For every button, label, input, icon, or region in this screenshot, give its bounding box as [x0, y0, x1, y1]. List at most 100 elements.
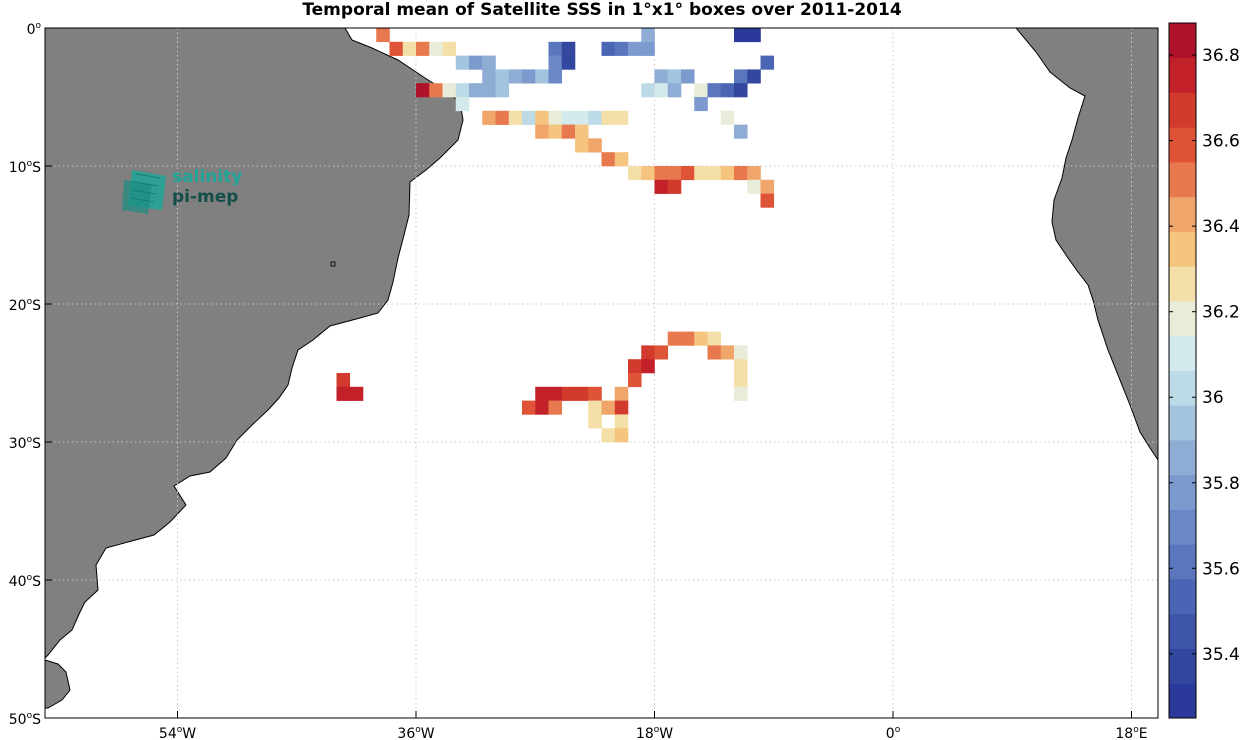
sss-cell — [720, 83, 735, 98]
colorbar-tick-label: 35.8 — [1202, 474, 1240, 494]
sss-cell — [707, 83, 722, 98]
sss-cell — [667, 331, 682, 346]
sss-cell — [614, 428, 629, 443]
map-frame — [44, 27, 1159, 719]
sss-cell — [734, 166, 748, 181]
y-tick-label: 0o — [27, 21, 42, 38]
colorbar: 35.4 35.6 35.8 36 36.2 36.4 36.6 36.8 — [1168, 22, 1240, 719]
sss-cell — [482, 83, 496, 98]
sss-cell — [455, 97, 470, 112]
sss-cell — [654, 166, 669, 181]
sss-cell — [548, 110, 563, 125]
sss-cell — [681, 331, 695, 346]
x-tick-label: 36oW — [397, 725, 434, 740]
gridlines — [45, 28, 1158, 718]
sss-cell — [575, 110, 589, 125]
sss-cell — [614, 41, 629, 56]
sss-cell — [601, 152, 616, 167]
sss-cell — [548, 386, 563, 401]
sss-cell — [641, 359, 655, 374]
sss-cell — [575, 138, 589, 153]
sss-cell — [760, 193, 775, 208]
sss-cell — [455, 55, 470, 70]
colorbar-segment — [1169, 92, 1196, 128]
sss-cell — [720, 345, 735, 360]
colorbar-tick-label: 36.6 — [1202, 132, 1240, 152]
pimep-logo: salinity pi-mep — [120, 166, 260, 216]
sss-cell — [747, 166, 761, 181]
colorbar-tick-label: 36.2 — [1202, 303, 1240, 323]
sss-cell — [641, 41, 655, 56]
colorbar-segment — [1169, 509, 1196, 545]
colorbar-tick-label: 35.6 — [1202, 559, 1240, 579]
colorbar-tick-label: 36.4 — [1202, 217, 1240, 237]
y-tick-label: 10oS — [9, 159, 41, 176]
sss-cell — [548, 41, 563, 56]
colorbar-segment — [1169, 231, 1196, 267]
colorbar-frame — [1168, 22, 1197, 719]
colorbar-tick-label: 35.4 — [1202, 645, 1240, 665]
colorbar-segment — [1169, 57, 1196, 93]
colorbar-tick-label: 36.8 — [1202, 46, 1240, 66]
sss-cell — [720, 110, 735, 125]
sss-cell — [482, 110, 496, 125]
sss-cell — [734, 345, 748, 360]
sss-cell — [601, 400, 616, 415]
sss-cell — [760, 179, 775, 194]
sss-cell — [455, 83, 470, 98]
salinity-logo-icon — [122, 170, 166, 214]
sss-cell — [734, 124, 748, 139]
sss-cell — [548, 55, 563, 70]
sss-cell — [628, 373, 642, 388]
sss-cell — [588, 386, 602, 401]
colorbar-segment — [1169, 613, 1196, 649]
sss-cell — [535, 386, 549, 401]
sss-cell — [482, 69, 496, 84]
colorbar-segment — [1169, 301, 1196, 337]
x-tick-label: 54oW — [159, 725, 196, 740]
sss-cell — [614, 414, 629, 429]
sss-cell — [601, 41, 616, 56]
sss-cell — [429, 83, 443, 98]
sss-cell — [667, 83, 682, 98]
sss-cell — [429, 41, 443, 56]
colorbar-segment — [1169, 23, 1196, 59]
sss-cells — [336, 28, 775, 443]
x-tick-label: 18oE — [1115, 725, 1147, 740]
sss-cell — [535, 69, 549, 84]
sss-cell — [535, 400, 549, 415]
sss-cell — [535, 124, 549, 139]
colorbar-segment — [1169, 370, 1196, 406]
sss-cell — [628, 166, 642, 181]
colorbar-segment — [1169, 266, 1196, 302]
sss-cell — [522, 400, 536, 415]
sss-cell — [614, 110, 629, 125]
sss-cell — [681, 69, 695, 84]
x-tick-label: 0o — [886, 725, 901, 740]
sss-cell — [734, 83, 748, 98]
sss-cell — [747, 179, 761, 194]
sss-cell — [734, 28, 748, 43]
colorbar-segment — [1169, 162, 1196, 198]
sss-cell — [654, 83, 669, 98]
sss-cell — [707, 331, 722, 346]
sss-cell — [694, 83, 708, 98]
sss-cell — [760, 55, 775, 70]
sss-cell — [548, 400, 563, 415]
sss-cell — [588, 400, 602, 415]
sss-cell — [561, 124, 576, 139]
sss-cell — [561, 110, 576, 125]
sss-cell — [667, 179, 682, 194]
sss-cell — [614, 400, 629, 415]
sss-cell — [694, 166, 708, 181]
colorbar-segment — [1169, 440, 1196, 476]
sss-cell — [641, 83, 655, 98]
x-tick-label: 18oW — [636, 725, 673, 740]
sss-cell — [535, 110, 549, 125]
colorbar-segment — [1169, 405, 1196, 441]
colorbar-segment — [1169, 127, 1196, 163]
sss-cell — [561, 55, 576, 70]
sss-cell — [575, 386, 589, 401]
sss-cell — [707, 345, 722, 360]
